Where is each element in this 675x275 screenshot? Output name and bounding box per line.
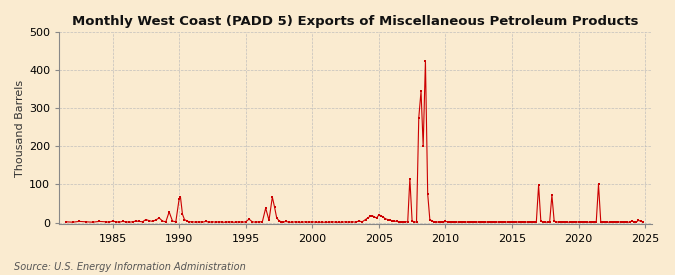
Title: Monthly West Coast (PADD 5) Exports of Miscellaneous Petroleum Products: Monthly West Coast (PADD 5) Exports of M… xyxy=(72,15,639,28)
Y-axis label: Thousand Barrels: Thousand Barrels xyxy=(15,80,25,177)
Text: Source: U.S. Energy Information Administration: Source: U.S. Energy Information Administ… xyxy=(14,262,245,272)
